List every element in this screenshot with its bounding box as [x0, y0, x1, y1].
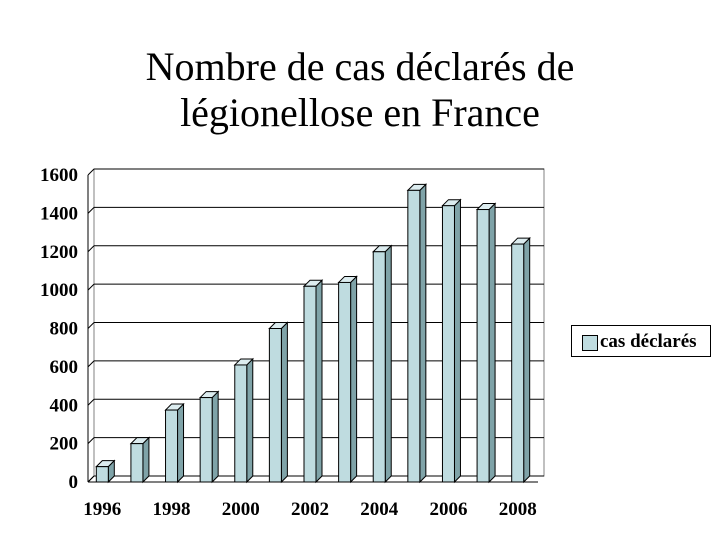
y-tick-label: 600 — [50, 357, 79, 378]
bar — [130, 443, 144, 483]
bar — [268, 328, 282, 483]
bar-side — [419, 183, 427, 484]
gridline-diag — [87, 360, 95, 368]
gridline-diag — [87, 283, 95, 291]
gridline-diag — [87, 207, 95, 214]
gridline-diag — [87, 168, 95, 176]
bar-side — [280, 321, 288, 484]
bar-side — [177, 402, 185, 484]
y-tick-label: 400 — [50, 395, 79, 416]
y-tick-label: 800 — [50, 319, 79, 340]
bar — [303, 285, 317, 483]
bar — [476, 209, 490, 483]
bar-side — [384, 244, 392, 484]
title-line-2: légionellose en France — [180, 90, 540, 135]
bar-side — [315, 279, 323, 484]
x-tick-label: 2006 — [429, 499, 467, 520]
bar — [441, 205, 455, 483]
bar-side — [488, 202, 496, 484]
x-tick-label: 1996 — [83, 499, 121, 520]
bar — [511, 243, 525, 483]
bar — [199, 397, 213, 483]
bar — [338, 281, 352, 483]
y-tick-label: 1200 — [40, 242, 78, 263]
x-tick-label: 2002 — [291, 499, 329, 520]
bar-side — [453, 198, 461, 484]
y-tick-label: 0 — [69, 472, 79, 493]
legend-swatch — [582, 335, 598, 351]
bar-side — [246, 357, 254, 484]
gridline-diag — [87, 398, 95, 406]
bar — [407, 189, 421, 483]
y-tick-label: 1000 — [40, 280, 78, 301]
y-tick-label: 200 — [50, 434, 79, 455]
title-line-1: Nombre de cas déclarés de — [145, 44, 575, 89]
x-tick-label: 1998 — [153, 499, 191, 520]
legend: cas déclarés — [571, 325, 711, 357]
y-tick-label: 1400 — [40, 203, 78, 224]
y-tick-label: 1600 — [40, 165, 78, 186]
bar — [165, 409, 179, 483]
legend-label: cas déclarés — [600, 331, 697, 352]
gridline-diag — [87, 245, 95, 253]
gridline-diag — [87, 437, 95, 444]
x-tick-label: 2000 — [222, 499, 260, 520]
bar-side — [211, 390, 219, 484]
chart-title: Nombre de cas déclarés de légionellose e… — [0, 44, 720, 136]
x-tick-label: 2004 — [360, 499, 399, 520]
bar — [372, 251, 386, 483]
bar-side — [142, 436, 150, 484]
bar — [234, 364, 248, 483]
x-tick-label: 2008 — [499, 499, 537, 520]
bar — [95, 466, 109, 483]
bar-side — [350, 275, 358, 484]
bar-side — [523, 236, 531, 484]
floor-edge — [87, 475, 95, 483]
gridline-diag — [87, 322, 95, 329]
